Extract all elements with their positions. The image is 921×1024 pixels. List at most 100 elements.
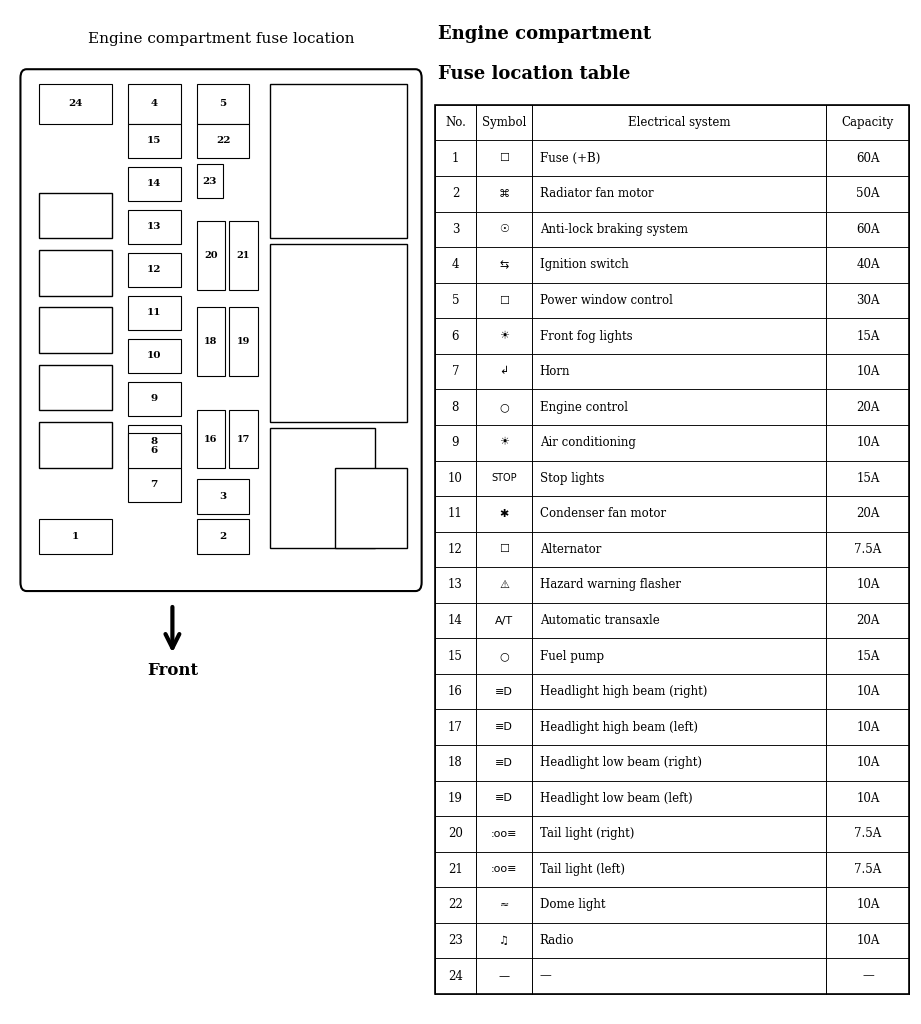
Text: Stop lights: Stop lights	[540, 472, 604, 484]
Text: 9: 9	[151, 394, 157, 403]
Text: Ignition switch: Ignition switch	[540, 258, 628, 271]
Bar	[197, 124, 250, 158]
Text: ≡D: ≡D	[495, 687, 513, 696]
Text: 16: 16	[448, 685, 463, 698]
Text: 15A: 15A	[857, 472, 880, 484]
Bar	[128, 124, 181, 158]
Text: Alternator: Alternator	[540, 543, 601, 556]
Text: 10A: 10A	[857, 366, 880, 378]
Text: 22: 22	[216, 136, 230, 145]
Text: 6: 6	[451, 330, 460, 343]
Text: 2: 2	[451, 187, 459, 201]
Text: ○: ○	[499, 402, 509, 413]
Bar	[229, 307, 258, 376]
Text: 10A: 10A	[857, 934, 880, 947]
Text: 17: 17	[237, 434, 250, 443]
Text: Symbol: Symbol	[482, 116, 526, 129]
Text: 21: 21	[448, 863, 462, 876]
Text: 10A: 10A	[857, 721, 880, 734]
Text: 19: 19	[237, 337, 250, 346]
Text: ☀: ☀	[499, 437, 509, 447]
Text: 20: 20	[448, 827, 463, 841]
Text: ≡D: ≡D	[495, 794, 513, 803]
Text: ≡D: ≡D	[495, 722, 513, 732]
Bar	[270, 244, 407, 422]
Text: 10A: 10A	[857, 436, 880, 450]
Text: Electrical system: Electrical system	[628, 116, 730, 129]
Bar	[197, 307, 225, 376]
Text: 40A: 40A	[857, 258, 880, 271]
Bar	[334, 468, 407, 548]
Text: Power window control: Power window control	[540, 294, 672, 307]
Text: 11: 11	[147, 308, 161, 317]
Text: 20A: 20A	[857, 614, 880, 627]
Text: 24: 24	[448, 970, 463, 983]
Text: A/T: A/T	[495, 615, 513, 626]
Bar	[270, 428, 375, 548]
Text: 10: 10	[448, 472, 463, 484]
Text: 11: 11	[448, 507, 462, 520]
Text: 14: 14	[147, 179, 161, 188]
Text: 15: 15	[147, 136, 161, 145]
Text: Radiator fan motor: Radiator fan motor	[540, 187, 653, 201]
Bar	[197, 84, 250, 124]
Text: 19: 19	[448, 792, 463, 805]
Text: STOP: STOP	[491, 473, 517, 483]
Text: 4: 4	[451, 258, 460, 271]
Text: Fuse (+B): Fuse (+B)	[540, 152, 600, 165]
Bar	[128, 296, 181, 330]
Text: Fuel pump: Fuel pump	[540, 649, 604, 663]
Text: Horn: Horn	[540, 366, 570, 378]
Text: 17: 17	[448, 721, 463, 734]
Text: —: —	[540, 970, 552, 983]
Text: 60A: 60A	[857, 152, 880, 165]
Text: 60A: 60A	[857, 223, 880, 236]
Text: 5: 5	[219, 99, 227, 109]
Text: 8: 8	[151, 437, 157, 446]
Bar	[197, 519, 250, 554]
Bar	[229, 411, 258, 468]
Text: 3: 3	[219, 492, 227, 501]
Text: ☐: ☐	[499, 296, 509, 305]
Text: 10A: 10A	[857, 685, 880, 698]
Text: 16: 16	[204, 434, 217, 443]
Bar	[128, 468, 181, 502]
Text: Headlight high beam (right): Headlight high beam (right)	[540, 685, 707, 698]
Text: ⚠: ⚠	[499, 580, 509, 590]
Bar	[197, 221, 225, 290]
Text: ⇆: ⇆	[499, 260, 508, 270]
Text: Front: Front	[146, 663, 198, 679]
Text: Hazard warning flasher: Hazard warning flasher	[540, 579, 681, 592]
Text: Headlight low beam (left): Headlight low beam (left)	[540, 792, 693, 805]
Text: 10: 10	[147, 351, 161, 360]
Bar	[128, 253, 181, 287]
Bar	[197, 411, 225, 468]
Text: ☉: ☉	[499, 224, 509, 234]
Text: 21: 21	[237, 251, 250, 260]
Bar	[39, 193, 111, 239]
Bar	[436, 104, 909, 994]
Text: 12: 12	[448, 543, 462, 556]
Text: Fuse location table: Fuse location table	[437, 66, 630, 83]
Text: 24: 24	[68, 99, 82, 109]
Text: 20A: 20A	[857, 400, 880, 414]
Text: 14: 14	[448, 614, 463, 627]
Text: 10A: 10A	[857, 898, 880, 911]
Text: 12: 12	[147, 265, 161, 274]
Text: ☀: ☀	[499, 331, 509, 341]
Text: ♫: ♫	[499, 936, 509, 945]
Text: Headlight low beam (right): Headlight low beam (right)	[540, 757, 702, 769]
Bar	[128, 210, 181, 244]
FancyBboxPatch shape	[20, 70, 422, 591]
Text: :oo≡: :oo≡	[491, 864, 518, 874]
Text: ↲: ↲	[499, 367, 508, 377]
Text: 5: 5	[451, 294, 460, 307]
Text: 4: 4	[151, 99, 157, 109]
Bar	[229, 221, 258, 290]
Text: 22: 22	[448, 898, 462, 911]
Text: Tail light (left): Tail light (left)	[540, 863, 624, 876]
Text: ≈: ≈	[499, 900, 508, 910]
Bar	[197, 479, 250, 514]
Bar	[39, 422, 111, 468]
Text: 15A: 15A	[857, 649, 880, 663]
